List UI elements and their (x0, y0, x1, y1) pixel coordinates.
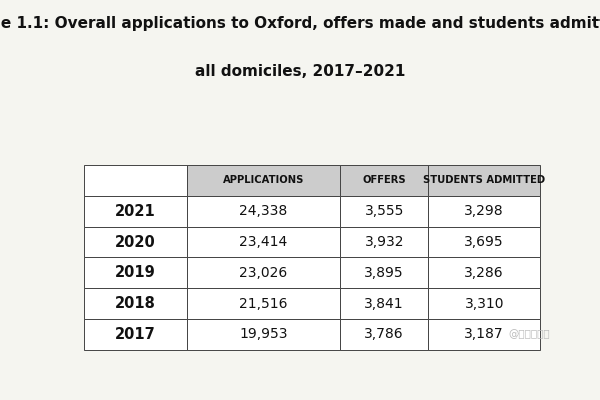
Text: 2020: 2020 (115, 234, 156, 250)
Bar (187, 227, 340, 258)
Bar (428, 227, 540, 258)
Text: 3,555: 3,555 (365, 204, 404, 218)
Text: 3,695: 3,695 (464, 235, 504, 249)
Text: 23,026: 23,026 (239, 266, 287, 280)
Text: 3,286: 3,286 (464, 266, 504, 280)
Bar (340, 288, 428, 319)
Text: Table 1.1: Overall applications to Oxford, offers made and students admitted,: Table 1.1: Overall applications to Oxfor… (0, 16, 600, 31)
Text: 23,414: 23,414 (239, 235, 287, 249)
Bar (340, 319, 428, 350)
Text: 3,187: 3,187 (464, 328, 504, 342)
Bar (187, 319, 340, 350)
Bar (84, 288, 187, 319)
Text: 3,932: 3,932 (364, 235, 404, 249)
Text: 3,841: 3,841 (364, 297, 404, 311)
Bar (84, 196, 187, 227)
Text: APPLICATIONS: APPLICATIONS (223, 176, 304, 186)
Bar (340, 227, 428, 258)
Text: OFFERS: OFFERS (362, 176, 406, 186)
Bar (84, 227, 187, 258)
Text: STUDENTS ADMITTED: STUDENTS ADMITTED (423, 176, 545, 186)
Bar (187, 165, 340, 196)
Text: 3,310: 3,310 (464, 297, 504, 311)
Text: 2017: 2017 (115, 327, 156, 342)
Text: 3,786: 3,786 (364, 328, 404, 342)
Bar (428, 196, 540, 227)
Text: @英国小队长: @英国小队长 (509, 330, 550, 340)
Text: all domiciles, 2017–2021: all domiciles, 2017–2021 (195, 64, 405, 79)
Bar (428, 165, 540, 196)
Bar (340, 258, 428, 288)
Text: 3,298: 3,298 (464, 204, 504, 218)
Text: 2018: 2018 (115, 296, 156, 311)
Bar (340, 196, 428, 227)
Text: 24,338: 24,338 (239, 204, 287, 218)
Bar (428, 319, 540, 350)
Bar (428, 288, 540, 319)
Bar (187, 288, 340, 319)
Bar (84, 258, 187, 288)
Bar (84, 165, 187, 196)
Bar (340, 165, 428, 196)
Text: 3,895: 3,895 (364, 266, 404, 280)
Bar (84, 319, 187, 350)
Text: 19,953: 19,953 (239, 328, 287, 342)
Text: 2019: 2019 (115, 265, 156, 280)
Bar (187, 196, 340, 227)
Bar (428, 258, 540, 288)
Text: 21,516: 21,516 (239, 297, 287, 311)
Bar (187, 258, 340, 288)
Text: 2021: 2021 (115, 204, 156, 219)
